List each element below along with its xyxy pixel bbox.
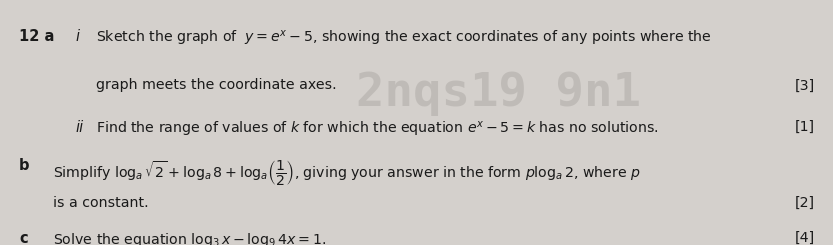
Text: 2nqs19 9n1: 2nqs19 9n1 [356, 71, 641, 116]
Text: c: c [19, 231, 27, 245]
Text: graph meets the coordinate axes.: graph meets the coordinate axes. [97, 78, 337, 92]
Text: [2]: [2] [795, 196, 815, 210]
Text: is a constant.: is a constant. [53, 196, 149, 210]
Text: [4]: [4] [795, 231, 815, 245]
Text: Sketch the graph of  $y=e^x-5$, showing the exact coordinates of any points wher: Sketch the graph of $y=e^x-5$, showing t… [97, 29, 712, 49]
Text: Solve the equation $\log_3 x-\log_9 4x=1$.: Solve the equation $\log_3 x-\log_9 4x=1… [53, 231, 327, 245]
Text: [1]: [1] [795, 120, 815, 134]
Text: i: i [75, 29, 79, 44]
Text: 12 a: 12 a [19, 29, 54, 44]
Text: b: b [19, 158, 29, 173]
Text: Simplify $\log_a \sqrt{2}+\log_a 8+\log_a\!\left(\dfrac{1}{2}\right)$, giving yo: Simplify $\log_a \sqrt{2}+\log_a 8+\log_… [53, 158, 641, 187]
Text: ii: ii [75, 120, 83, 135]
Text: Find the range of values of $k$ for which the equation $e^x-5=k$ has no solution: Find the range of values of $k$ for whic… [97, 120, 659, 139]
Text: [3]: [3] [795, 78, 815, 92]
